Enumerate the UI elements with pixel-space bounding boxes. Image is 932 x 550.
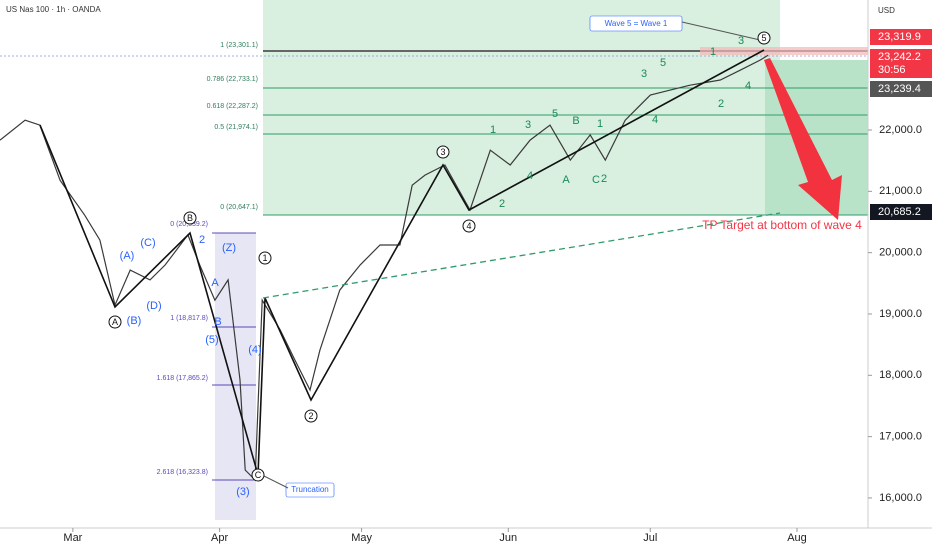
note-box	[285, 482, 335, 498]
wave-circle	[258, 251, 272, 265]
wave-circle	[304, 409, 318, 423]
note: Wave 5 = Wave 1	[605, 19, 668, 28]
price-tag: 30:56	[878, 64, 906, 76]
wave-label: (B)	[127, 315, 142, 327]
wave-label: 3	[525, 119, 531, 131]
y-tick-label: 18,000.0	[879, 369, 922, 381]
wave-circle	[462, 219, 476, 233]
price-tag-bg	[870, 62, 932, 78]
y-tick-label: 21,000.0	[879, 185, 922, 197]
wave-label: C	[255, 470, 262, 480]
wave-label: 2	[499, 198, 505, 210]
fib-zone	[263, 0, 780, 215]
wave-circle	[183, 211, 197, 225]
price-tag: 23,319.9	[878, 31, 921, 43]
wave-label: 2	[601, 173, 607, 185]
wave-label: 5	[761, 33, 766, 43]
price-tag-bg	[870, 49, 932, 65]
chart-title: US Nas 100 · 1h · OANDA	[6, 5, 101, 14]
wave-label: C	[592, 174, 600, 186]
wave-circle	[757, 31, 771, 45]
target-arrow	[764, 58, 842, 220]
wave-label: (3)	[236, 486, 249, 498]
price-tag-bg	[870, 204, 932, 220]
wave-label: 3	[641, 68, 647, 80]
currency: USD	[878, 6, 895, 15]
wave-label: 4	[745, 80, 751, 92]
wave-label: B	[187, 213, 193, 223]
fib-ext-label: 2.618 (16,323.8)	[157, 469, 208, 476]
wave-label: 1	[262, 253, 267, 263]
ext-zone	[215, 233, 256, 520]
price-tag-bg	[870, 81, 932, 97]
ext-lines	[212, 232, 256, 481]
fib-label: 0.618 (22,287.2)	[207, 103, 258, 110]
wave-label: 2	[199, 234, 205, 246]
x-tick-label: Mar	[63, 532, 82, 544]
wave-label: (D)	[146, 300, 161, 312]
resistance	[700, 47, 868, 55]
x-tick-label: May	[351, 532, 372, 544]
wave-label: 4	[527, 170, 533, 182]
x-tick-label: Aug	[787, 532, 807, 544]
y-tick-label: 22,000.0	[879, 124, 922, 136]
x-tick-label: Jul	[643, 532, 657, 544]
price-tag: 23,239.4	[878, 83, 921, 95]
wave-label: 4	[466, 221, 471, 231]
wave-label: (5)	[205, 334, 218, 346]
wave-label: 2	[308, 411, 313, 421]
wave-label: 5	[552, 108, 558, 120]
wave-label: (4)	[248, 344, 261, 356]
wave-label: (A)	[120, 250, 135, 262]
trend-dash	[262, 212, 781, 299]
price-tag: 23,242.2	[878, 51, 921, 63]
fib-ext-label: 1.618 (17,865.2)	[157, 375, 208, 382]
wave-circle	[108, 315, 122, 329]
wave-label: 5	[660, 57, 666, 69]
fib-label: 0.786 (22,733.1)	[207, 76, 258, 83]
fib-label: 0 (20,647.1)	[220, 204, 258, 211]
note: Truncation	[291, 485, 329, 494]
fib-label: 1 (23,301.1)	[220, 42, 258, 49]
note-leader	[261, 474, 289, 489]
note: TP Target at bottom of wave 4	[702, 218, 862, 232]
fib-ext-label: 1 (18,817.8)	[170, 315, 208, 322]
price-tag: 20,685.2	[878, 206, 921, 218]
wave-label: A	[112, 317, 118, 327]
wave-label: A	[211, 277, 219, 289]
wave-label: (Z)	[222, 242, 236, 254]
labels: 23,319.9 23,242.230:56 23,239.4 20,685.2 1 (…	[108, 19, 932, 498]
wave-label: 3	[440, 147, 445, 157]
wave-label: B	[214, 316, 221, 328]
wave-label: 4	[652, 114, 658, 126]
x-tick-label: Apr	[211, 532, 228, 544]
y-tick-label: 19,000.0	[879, 308, 922, 320]
note-leader	[681, 21, 761, 41]
price-tag-bg	[870, 29, 932, 45]
y-tick-label: 20,000.0	[879, 247, 922, 259]
wave-label: 1	[710, 46, 716, 58]
note-box	[589, 15, 683, 32]
wave-label: B	[572, 115, 579, 127]
wave-label: 1	[490, 124, 496, 136]
wave-circle	[251, 468, 265, 482]
y-tick-label: 17,000.0	[879, 431, 922, 443]
x-tick-label: Jun	[499, 532, 517, 544]
price-layer	[0, 54, 769, 482]
price-line	[0, 54, 769, 482]
wave-label: 3	[738, 35, 744, 47]
wave-label: 2	[718, 98, 724, 110]
wave-label: 1	[597, 118, 603, 130]
wave-label: A	[562, 174, 570, 186]
y-tick-label: 16,000.0	[879, 492, 922, 504]
wave-label: (C)	[140, 237, 155, 249]
wave-circle	[436, 145, 450, 159]
fib-label: 0.5 (21,974.1)	[214, 124, 258, 131]
